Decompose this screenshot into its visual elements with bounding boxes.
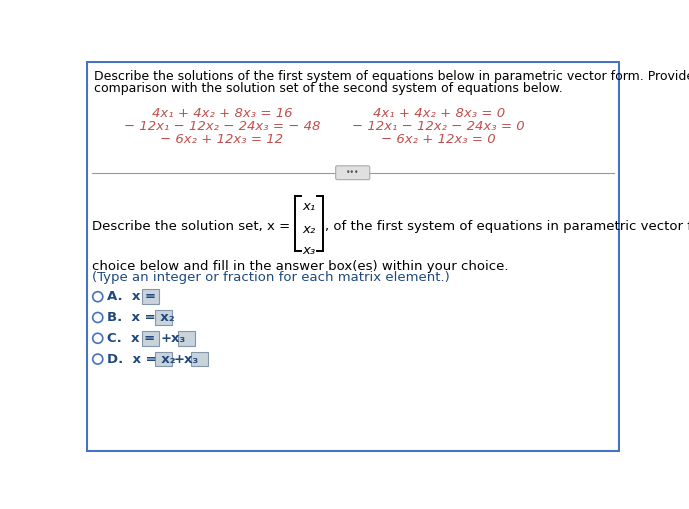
Text: +x₃: +x₃ (174, 353, 199, 365)
Text: Describe the solutions of the first system of equations below in parametric vect: Describe the solutions of the first syst… (94, 70, 689, 83)
Text: − 6x₂ + 12x₃ = 12: − 6x₂ + 12x₃ = 12 (161, 133, 283, 147)
Text: x₂: x₂ (302, 223, 316, 236)
FancyBboxPatch shape (142, 331, 159, 346)
FancyBboxPatch shape (87, 62, 619, 451)
Text: − 12x₁ − 12x₂ − 24x₃ = − 48: − 12x₁ − 12x₂ − 24x₃ = − 48 (123, 120, 320, 133)
Text: choice below and fill in the answer box(es) within your choice.: choice below and fill in the answer box(… (92, 260, 508, 273)
Text: Describe the solution set, x =: Describe the solution set, x = (92, 220, 295, 233)
FancyBboxPatch shape (155, 310, 172, 325)
Text: C.  x =: C. x = (107, 332, 155, 345)
FancyBboxPatch shape (191, 352, 208, 366)
FancyBboxPatch shape (178, 331, 194, 346)
Text: 4x₁ + 4x₂ + 8x₃ = 0: 4x₁ + 4x₂ + 8x₃ = 0 (373, 107, 505, 120)
Text: − 12x₁ − 12x₂ − 24x₃ = 0: − 12x₁ − 12x₂ − 24x₃ = 0 (353, 120, 525, 133)
Text: 4x₁ + 4x₂ + 8x₃ = 16: 4x₁ + 4x₂ + 8x₃ = 16 (152, 107, 292, 120)
FancyBboxPatch shape (155, 352, 172, 366)
Text: •••: ••• (346, 168, 360, 177)
Text: A.  x =: A. x = (107, 290, 156, 303)
Text: − 6x₂ + 12x₃ = 0: − 6x₂ + 12x₃ = 0 (382, 133, 496, 147)
FancyBboxPatch shape (142, 290, 159, 304)
Text: +x₃: +x₃ (161, 332, 186, 345)
Text: x₃: x₃ (302, 244, 316, 258)
Text: (Type an integer or fraction for each matrix element.): (Type an integer or fraction for each ma… (92, 271, 450, 285)
FancyBboxPatch shape (336, 166, 370, 180)
Text: x₁: x₁ (302, 200, 316, 213)
Text: comparison with the solution set of the second system of equations below.: comparison with the solution set of the … (94, 82, 563, 95)
Text: D.  x = x₂: D. x = x₂ (107, 353, 176, 365)
Text: , of the first system of equations in parametric vector form. Select the correct: , of the first system of equations in pa… (325, 220, 689, 233)
Text: B.  x = x₂: B. x = x₂ (107, 311, 175, 324)
